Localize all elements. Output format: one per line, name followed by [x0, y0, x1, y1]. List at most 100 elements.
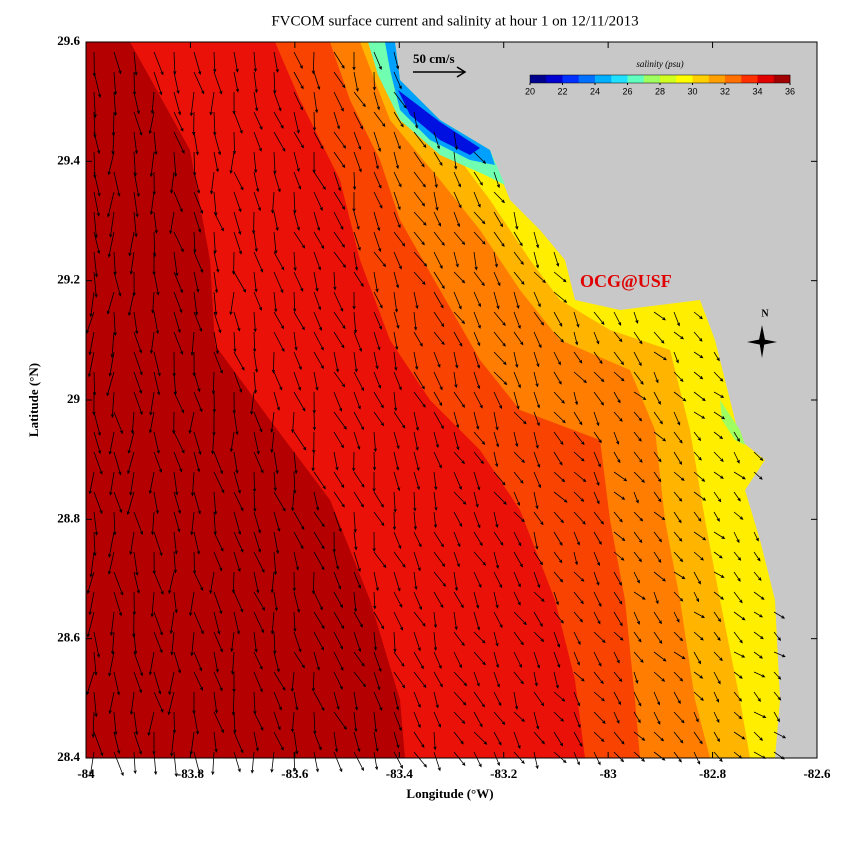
current-arrow: [313, 731, 322, 751]
current-arrow: [313, 591, 323, 611]
current-vectors: [85, 51, 787, 778]
current-arrow: [673, 371, 684, 383]
current-arrow: [693, 731, 703, 745]
current-arrow: [613, 711, 620, 724]
current-arrow: [613, 611, 623, 627]
current-arrow: [173, 131, 185, 154]
current-arrow: [673, 551, 684, 563]
current-arrow: [106, 291, 115, 315]
current-arrow: [553, 611, 564, 624]
current-arrow: [413, 211, 427, 226]
colorbar-label: salinity (psu): [636, 59, 683, 69]
current-arrow: [533, 471, 542, 489]
current-arrow: [573, 511, 586, 525]
current-arrow: [333, 431, 344, 449]
current-arrow: [573, 491, 585, 502]
current-arrow: [293, 691, 299, 711]
colorbar-cell: [725, 75, 742, 83]
current-arrow: [253, 51, 258, 73]
current-arrow: [633, 631, 642, 643]
current-arrow: [290, 671, 295, 692]
current-arrow: [733, 431, 740, 443]
current-arrow: [433, 731, 437, 751]
current-arrow: [148, 471, 155, 495]
current-arrow: [733, 551, 742, 561]
current-arrow: [573, 311, 580, 328]
current-arrow: [313, 251, 322, 271]
current-arrow: [193, 711, 200, 735]
current-arrow: [313, 551, 325, 571]
current-arrow: [173, 251, 179, 277]
current-arrow: [113, 751, 124, 777]
current-arrow: [273, 91, 282, 112]
current-arrow: [292, 571, 296, 592]
current-arrow: [313, 211, 321, 231]
current-arrow: [393, 331, 399, 351]
current-arrow: [233, 471, 241, 494]
current-arrow: [353, 211, 360, 230]
current-arrow: [250, 751, 255, 774]
current-arrow: [353, 491, 364, 508]
current-arrow: [533, 451, 541, 468]
current-arrow: [273, 671, 286, 691]
current-arrow: [553, 291, 568, 303]
current-arrow: [251, 211, 256, 235]
current-arrow: [473, 331, 481, 347]
current-arrow: [353, 271, 364, 287]
current-arrow: [173, 471, 179, 496]
current-arrow: [313, 751, 319, 773]
current-arrow: [313, 691, 325, 712]
current-arrow: [573, 431, 585, 446]
current-arrow: [513, 311, 521, 330]
current-arrow: [673, 651, 686, 660]
current-arrow: [473, 231, 486, 245]
colorbar-tick-label: 36: [785, 86, 795, 96]
current-arrow: [133, 131, 139, 155]
current-arrow: [393, 411, 406, 429]
current-arrow: [713, 611, 722, 623]
current-arrow: [133, 311, 139, 335]
current-arrow: [493, 471, 506, 486]
current-arrow: [433, 511, 438, 529]
current-arrow: [312, 111, 317, 132]
current-arrow: [433, 571, 447, 587]
current-arrow: [173, 651, 182, 674]
current-arrow: [373, 691, 383, 712]
current-arrow: [193, 211, 202, 233]
current-arrow: [693, 711, 699, 723]
current-arrow: [413, 451, 420, 472]
current-arrow: [413, 471, 420, 491]
colorbar-tick-label: 26: [622, 86, 632, 96]
current-arrow: [453, 411, 460, 429]
current-arrow: [453, 551, 460, 568]
current-arrow: [373, 111, 386, 128]
current-arrow: [230, 651, 235, 675]
current-arrow: [88, 591, 95, 616]
current-arrow: [433, 311, 445, 328]
current-arrow: [653, 311, 666, 321]
current-arrow: [433, 651, 442, 669]
current-arrow: [133, 51, 138, 76]
y-tick-label: 29.4: [57, 152, 80, 167]
current-arrow: [253, 231, 258, 253]
current-arrow: [453, 431, 460, 451]
current-arrow: [113, 51, 122, 75]
current-arrow: [173, 751, 178, 778]
current-arrow: [693, 691, 704, 701]
current-arrow: [293, 151, 300, 173]
current-arrow: [353, 511, 357, 533]
current-arrow: [433, 191, 439, 211]
current-arrow: [453, 171, 461, 188]
current-arrow: [233, 271, 246, 293]
current-arrow: [593, 491, 600, 505]
colorbar-tick-label: 34: [752, 86, 762, 96]
current-arrow: [253, 191, 261, 212]
current-arrow: [593, 411, 600, 427]
current-arrow: [333, 591, 343, 609]
current-arrow: [753, 571, 762, 581]
current-arrow: [233, 331, 237, 353]
current-arrow: [353, 751, 364, 772]
current-arrow: [473, 751, 482, 768]
current-arrow: [353, 251, 359, 271]
current-arrow: [533, 491, 539, 510]
